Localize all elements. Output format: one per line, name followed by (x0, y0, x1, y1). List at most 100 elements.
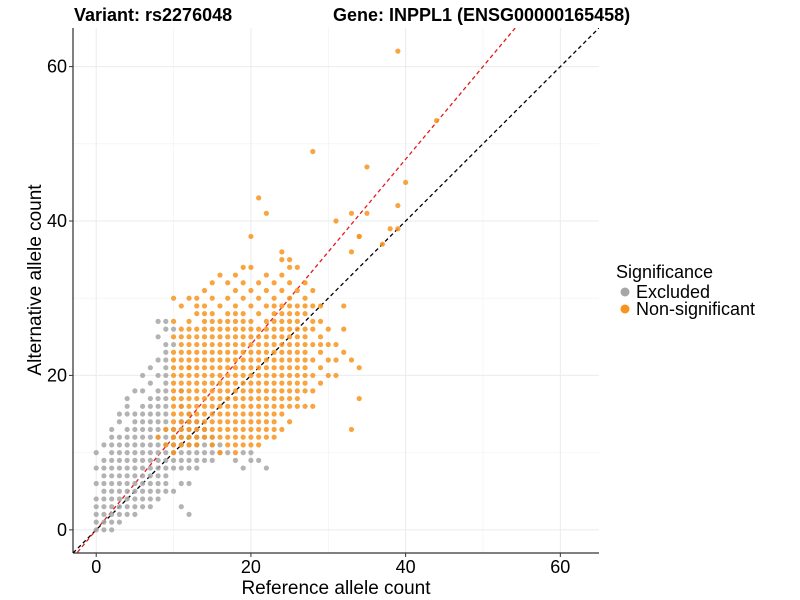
point-non-significant (248, 357, 254, 363)
point-non-significant (240, 372, 246, 379)
point-excluded (147, 480, 153, 487)
point-non-significant (248, 264, 254, 270)
point-excluded (194, 457, 200, 463)
point-excluded (147, 419, 153, 425)
chart-title-gene: Gene: INPPL1 (ENSG00000165458) (333, 5, 630, 25)
point-non-significant (294, 357, 300, 363)
point-non-significant (186, 357, 192, 363)
point-non-significant (294, 334, 300, 340)
point-excluded (163, 365, 169, 371)
point-non-significant (294, 264, 300, 270)
point-non-significant (271, 311, 277, 317)
point-excluded (248, 450, 254, 456)
point-non-significant (186, 295, 192, 301)
point-non-significant (248, 349, 254, 355)
point-excluded (170, 457, 177, 463)
point-excluded (140, 488, 146, 494)
point-non-significant (170, 426, 177, 433)
point-non-significant (348, 357, 355, 363)
point-non-significant (263, 210, 269, 216)
point-non-significant (217, 365, 223, 371)
point-excluded (101, 519, 107, 525)
point-excluded (116, 519, 123, 525)
point-non-significant (317, 334, 324, 340)
point-excluded (232, 457, 239, 463)
point-non-significant (209, 318, 215, 324)
y-tick-label: 60 (47, 57, 67, 77)
point-non-significant (209, 426, 215, 433)
point-non-significant (194, 434, 200, 440)
point-excluded (140, 388, 146, 394)
point-non-significant (256, 426, 262, 433)
point-non-significant (271, 395, 277, 402)
point-non-significant (225, 334, 231, 340)
point-non-significant (286, 365, 293, 371)
point-non-significant (201, 419, 208, 425)
point-non-significant (317, 380, 324, 386)
axes (72, 28, 599, 554)
point-excluded (163, 326, 169, 332)
point-excluded (116, 465, 123, 471)
point-non-significant (348, 249, 355, 255)
point-excluded (163, 473, 169, 479)
point-non-significant (256, 349, 262, 355)
point-non-significant (217, 318, 223, 324)
point-non-significant (232, 318, 239, 324)
point-non-significant (217, 388, 223, 394)
point-non-significant (279, 287, 285, 294)
point-excluded (109, 496, 115, 502)
point-excluded (163, 488, 169, 494)
point-non-significant (248, 287, 254, 294)
point-non-significant (170, 403, 177, 409)
point-non-significant (302, 280, 308, 286)
point-excluded (163, 380, 169, 386)
point-non-significant (302, 341, 308, 348)
point-non-significant (248, 341, 254, 348)
point-excluded (194, 450, 200, 456)
point-non-significant (271, 388, 277, 394)
point-non-significant (186, 372, 192, 379)
point-non-significant (271, 318, 277, 324)
point-excluded (201, 457, 208, 463)
point-non-significant (186, 326, 192, 332)
point-non-significant (263, 426, 269, 433)
point-excluded (124, 457, 130, 463)
point-non-significant (194, 357, 200, 363)
point-excluded (124, 411, 130, 417)
point-non-significant (248, 318, 254, 324)
point-non-significant (209, 419, 215, 425)
point-non-significant (279, 411, 285, 417)
point-non-significant (310, 303, 316, 309)
point-non-significant (178, 426, 184, 433)
point-non-significant (263, 388, 269, 394)
point-non-significant (163, 426, 169, 433)
point-non-significant (256, 372, 262, 379)
point-excluded (101, 473, 107, 479)
point-excluded (201, 442, 208, 448)
point-non-significant (263, 419, 269, 425)
point-excluded (155, 488, 161, 494)
point-non-significant (178, 434, 184, 440)
point-excluded (132, 388, 138, 394)
point-non-significant (286, 395, 293, 402)
point-non-significant (333, 372, 339, 379)
point-non-significant (325, 341, 331, 348)
point-non-significant (170, 388, 177, 394)
point-non-significant (201, 403, 208, 409)
point-excluded (147, 380, 153, 386)
point-non-significant (178, 326, 184, 332)
point-non-significant (240, 357, 246, 363)
point-non-significant (225, 395, 231, 402)
point-non-significant (217, 334, 223, 340)
point-excluded (178, 450, 184, 456)
point-non-significant (217, 411, 223, 417)
point-non-significant (170, 295, 177, 301)
point-excluded (147, 411, 153, 417)
point-non-significant (279, 357, 285, 363)
point-excluded (186, 511, 192, 517)
point-excluded (178, 504, 184, 510)
point-non-significant (209, 395, 215, 402)
point-non-significant (286, 341, 293, 348)
point-non-significant (217, 426, 223, 433)
point-excluded (170, 326, 177, 332)
